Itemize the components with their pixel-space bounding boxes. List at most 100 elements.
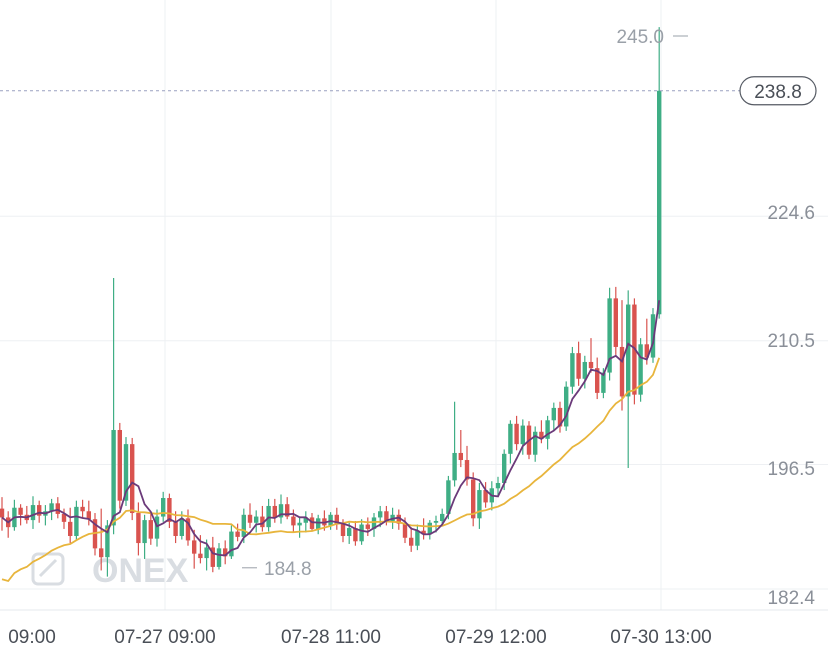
candle	[316, 514, 321, 535]
candle	[278, 494, 284, 524]
candle-body	[464, 460, 470, 480]
candle-body	[446, 480, 451, 514]
candle-body	[619, 346, 625, 397]
candle	[452, 401, 457, 487]
candle	[86, 500, 91, 526]
y-axis: 224.6 210.5 196.5 182.4	[767, 203, 815, 609]
candle-body	[61, 513, 67, 522]
x-tick-label: 07-29 12:00	[445, 627, 546, 648]
candle	[6, 511, 11, 538]
candle	[464, 445, 470, 486]
candle-body	[347, 528, 352, 536]
candle-body	[607, 298, 612, 373]
candle-body	[0, 508, 5, 518]
candle-body	[551, 407, 556, 421]
candle	[508, 420, 513, 464]
candle-body	[309, 517, 315, 529]
candle	[74, 500, 79, 540]
candle-body	[161, 498, 166, 517]
candle-body	[340, 523, 346, 536]
candle-body	[471, 479, 476, 519]
candle	[61, 508, 67, 529]
candle-body	[204, 547, 209, 559]
candle-body	[55, 503, 60, 514]
candle	[607, 287, 612, 381]
candle-body	[278, 504, 284, 518]
last-price-tag: 238.8	[739, 76, 817, 106]
ma-slow-line	[1, 357, 661, 583]
candle	[291, 509, 296, 532]
candle-body	[514, 423, 519, 445]
candle	[55, 497, 60, 519]
candle-body	[111, 429, 116, 526]
candle-body	[49, 503, 54, 512]
candle-body	[570, 353, 575, 387]
candle-body	[254, 516, 259, 523]
candle	[427, 520, 432, 540]
candle-body	[272, 505, 277, 518]
candle-body	[384, 511, 389, 521]
candle	[12, 499, 17, 531]
candle	[557, 401, 563, 433]
candle	[564, 381, 569, 431]
candle	[477, 482, 482, 529]
candle-body	[533, 431, 538, 455]
candle-body	[409, 537, 414, 546]
candle-body	[557, 407, 563, 427]
candle-body	[539, 431, 544, 439]
candle	[595, 357, 600, 400]
last-price-label: 238.8	[754, 82, 802, 103]
candle	[576, 341, 581, 386]
candle	[154, 509, 160, 547]
x-tick-label: 09:00	[8, 627, 56, 648]
candle	[0, 497, 5, 531]
candle-body	[477, 490, 482, 519]
candle-body	[167, 498, 172, 522]
candle	[582, 355, 587, 389]
candle	[619, 300, 625, 411]
candle	[266, 498, 271, 532]
candle-body	[241, 514, 246, 537]
candle	[148, 513, 153, 545]
candle-body	[192, 540, 197, 554]
candle	[483, 482, 488, 508]
candle-body	[142, 520, 147, 544]
candle-body	[235, 531, 240, 537]
candle	[161, 491, 166, 522]
candle	[297, 516, 302, 538]
candle-body	[105, 525, 110, 558]
candle-body	[117, 429, 122, 501]
candle-body	[644, 344, 649, 358]
candle	[533, 426, 538, 462]
candle-body	[297, 522, 302, 526]
candle-body	[588, 361, 594, 369]
candle	[458, 429, 463, 468]
candle-body	[260, 516, 265, 528]
candle-body	[216, 548, 222, 567]
candle	[68, 507, 73, 544]
candle	[272, 498, 277, 523]
candle	[421, 518, 426, 540]
candle	[396, 509, 401, 530]
candle-body	[30, 505, 36, 521]
candle-body	[291, 516, 296, 526]
candle-body	[247, 514, 253, 523]
candle-body	[601, 372, 606, 393]
candle-body	[495, 482, 501, 489]
candle	[371, 513, 377, 537]
watermark-text: ONEX	[92, 552, 189, 590]
candle-body	[582, 361, 587, 379]
candle-body	[508, 423, 513, 454]
candle-body	[458, 452, 463, 461]
y-tick-label: 196.5	[767, 459, 815, 480]
candle-body	[613, 298, 618, 347]
candle	[657, 27, 662, 319]
candle	[588, 338, 594, 373]
x-tick-label: 07-28 11:00	[281, 627, 381, 648]
candle	[551, 402, 556, 430]
candle	[99, 508, 104, 571]
candle	[520, 419, 525, 455]
candle	[650, 308, 656, 363]
candle-body	[402, 523, 408, 538]
